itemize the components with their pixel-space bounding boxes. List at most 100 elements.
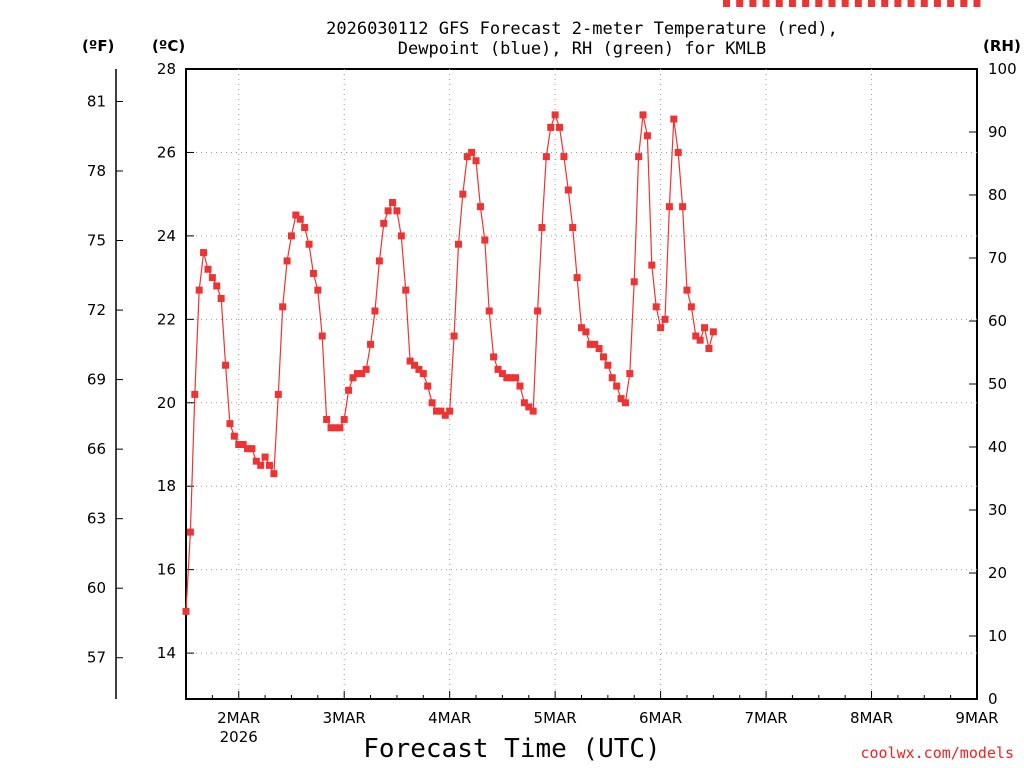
celsius-unit-label: (ºC) [152,37,185,55]
temperature-point [235,440,243,448]
temperature-point [226,420,234,428]
temperature-point [547,123,555,131]
temperature-point [920,0,928,7]
temperature-point [472,157,480,165]
x-tick-label: 6MAR [639,709,682,727]
temperature-point [652,303,660,311]
temperature-point [841,0,849,7]
temperature-point [393,207,401,215]
temperature-point [604,361,612,369]
temperature-point [683,286,691,294]
temperature-point [402,286,410,294]
rh-tick-label: 100 [988,60,1017,78]
temperature-point [617,395,625,403]
celsius-tick-label: 26 [157,143,176,161]
temperature-point [415,365,423,373]
temperature-point [257,461,265,469]
temperature-point [230,432,238,440]
temperature-point [314,286,322,294]
temperature-point [630,278,638,286]
temperature-point [578,324,585,332]
temperature-point [542,153,550,161]
temperature-point [296,215,304,223]
temperature-point [309,269,317,277]
temperature-point [213,282,221,290]
temperature-point [432,407,440,415]
rh-tick-label: 60 [988,312,1007,330]
temperature-point [358,370,366,378]
x-tick-label: 3MAR [323,709,366,727]
temperature-point [560,153,568,161]
temperature-point [274,390,282,398]
temperature-point [868,0,876,7]
temperature-point [371,307,379,315]
temperature-point [252,457,260,465]
temperature-point [397,232,405,240]
temperature-point [217,294,225,302]
chart-title-line-2: Dewpoint (blue), RH (green) for KMLB [398,39,766,59]
temperature-point [657,324,665,332]
fahrenheit-tick-label: 69 [87,371,106,389]
fahrenheit-tick-label: 66 [87,440,106,458]
temperature-point [270,470,278,478]
temperature-point [723,0,731,7]
temperature-point [406,357,414,365]
rh-tick-label: 80 [988,186,1007,204]
credit-text: coolwx.com/models [860,744,1014,762]
temperature-point [701,324,709,332]
temperature-point [648,261,656,269]
temperature-point [305,240,313,248]
fahrenheit-tick-label: 57 [87,649,106,667]
temperature-point [182,607,190,615]
temperature-point [279,303,287,311]
temperature-point [261,453,269,461]
x-tick-label: 8MAR [850,709,893,727]
temperature-point [327,424,335,432]
temperature-point [336,424,344,432]
temperature-point [973,0,981,7]
rh-tick-label: 50 [988,375,1007,393]
temperature-point [692,332,700,340]
x-tick-label: 2MAR [217,709,260,727]
temperature-point [419,370,427,378]
temperature-point [446,407,454,415]
temperature-point [349,374,357,382]
celsius-tick-label: 14 [157,644,176,662]
temperature-point [564,186,572,194]
temperature-point [613,382,621,390]
temperature-point [894,0,902,7]
celsius-tick-label: 24 [157,227,176,245]
rh-tick-label: 30 [988,501,1007,519]
temperature-point [599,353,607,361]
temperature-point [222,361,230,369]
temperature-point [621,399,629,407]
temperature-point [248,445,256,453]
celsius-tick-label: 20 [157,394,176,412]
temperature-point [345,386,353,394]
temperature-point [661,315,669,323]
celsius-tick-label: 18 [157,477,176,495]
temperature-point [551,111,559,119]
temperature-point [626,370,634,378]
fahrenheit-unit-label: (ºF) [82,37,114,55]
temperature-point [411,361,419,369]
temperature-point [815,0,823,7]
rh-tick-label: 0 [988,690,998,708]
temperature-point [687,303,695,311]
temperature-point [762,0,770,7]
temperature-point [907,0,915,7]
temperature-point [665,203,673,211]
temperature-point [538,224,546,232]
temperature-point [481,236,489,244]
temperature-point [534,307,542,315]
rh-tick-label: 90 [988,123,1007,141]
temperature-point [775,0,783,7]
temperature-point [529,407,537,415]
temperature-point [490,353,498,361]
temperature-point [556,123,564,131]
temperature-point [788,0,796,7]
temperature-point [318,332,326,340]
temperature-point [331,424,339,432]
temperature-point [498,370,506,378]
